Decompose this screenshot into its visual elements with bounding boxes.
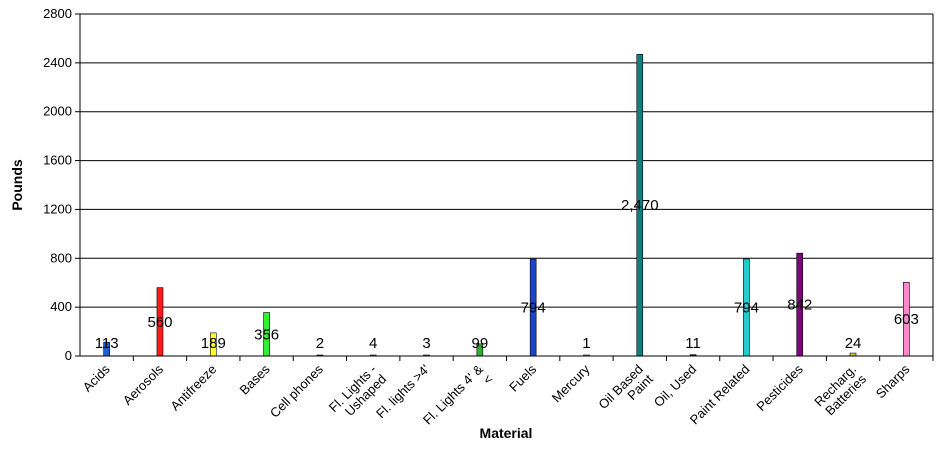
y-tick-label: 1600 xyxy=(43,153,72,168)
x-tick-label: Oil, Used xyxy=(651,362,699,410)
y-tick-label: 2000 xyxy=(43,104,72,119)
x-tick-label: Recharg.Batteries xyxy=(811,361,869,419)
y-tick-label: 400 xyxy=(50,299,72,314)
data-label: 2 xyxy=(316,335,324,352)
y-tick-label: 2400 xyxy=(43,55,72,70)
data-label: 356 xyxy=(254,326,279,343)
data-label: 11 xyxy=(685,335,701,352)
x-axis-title: Material xyxy=(480,425,533,441)
y-tick-label: 0 xyxy=(65,348,72,363)
data-label: 3 xyxy=(422,335,430,352)
data-label: 113 xyxy=(95,335,119,352)
data-label: 4 xyxy=(369,335,377,352)
data-label: 1 xyxy=(582,335,590,352)
x-tick-label: Bases xyxy=(237,361,274,398)
data-label: 603 xyxy=(894,311,919,328)
x-tick-label: Antifreeze xyxy=(167,362,219,414)
bars xyxy=(103,54,910,357)
data-label: 794 xyxy=(521,300,546,317)
data-label: 2,470 xyxy=(621,197,659,214)
data-label: 794 xyxy=(734,300,759,317)
x-tick-label: Aerosols xyxy=(120,361,167,408)
data-label: 24 xyxy=(845,335,862,352)
x-tick-label: Oil BasedPaint xyxy=(595,361,656,422)
x-tick-label: Fuels xyxy=(506,361,539,394)
data-label: 99 xyxy=(472,335,489,352)
x-tick-label: Pesticides xyxy=(753,361,806,414)
y-tick-label: 1200 xyxy=(43,201,72,216)
x-tick-label: Mercury xyxy=(549,361,593,405)
y-tick-labels: 0 400 800 1200 1600 2000 2400 2800 xyxy=(43,6,72,363)
x-tick-label: Acids xyxy=(80,361,113,394)
x-tick-label: Cell phones xyxy=(267,361,327,421)
data-label: 560 xyxy=(147,314,172,331)
y-tick-label: 800 xyxy=(50,250,72,265)
y-axis-title: Pounds xyxy=(9,159,25,211)
data-label: 842 xyxy=(787,297,812,314)
gridlines xyxy=(75,13,934,361)
data-label: 189 xyxy=(201,335,226,352)
x-tick-label: Sharps xyxy=(873,361,913,401)
y-tick-label: 2800 xyxy=(43,6,72,21)
